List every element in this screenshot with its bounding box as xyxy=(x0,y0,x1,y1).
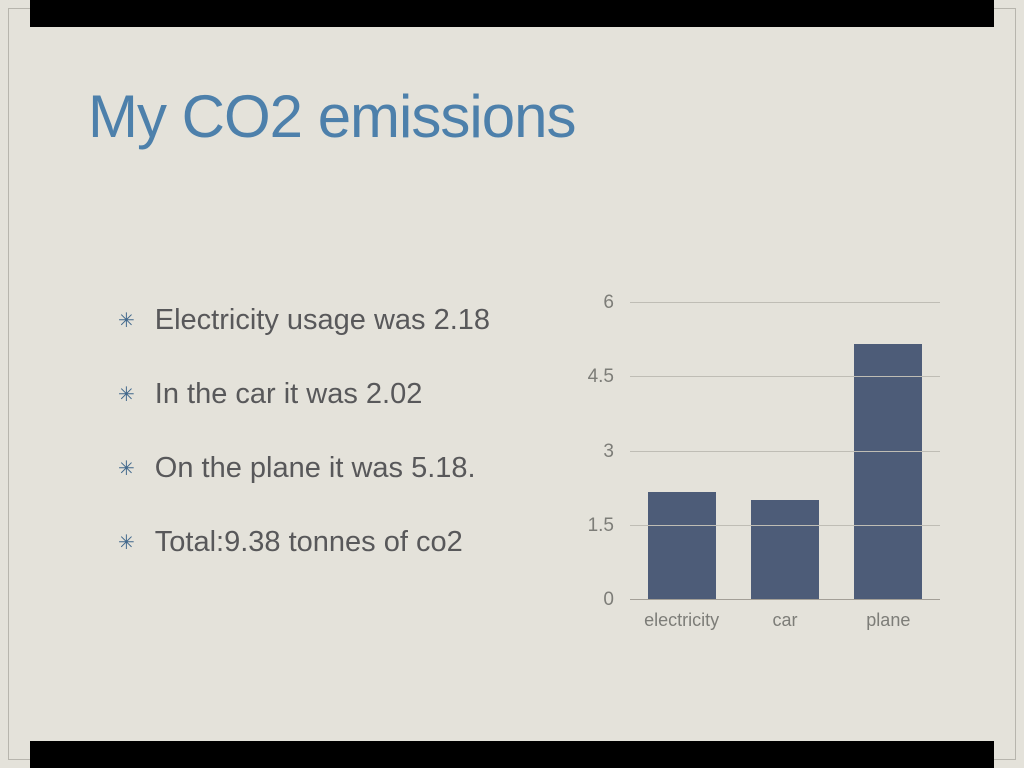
bullet-text: Total:9.38 tonnes of co2 xyxy=(154,526,463,558)
gridline xyxy=(630,376,940,378)
x-axis-category-label: car xyxy=(772,610,798,630)
gridline xyxy=(630,524,940,526)
y-axis-tick-label: 6 xyxy=(603,292,614,313)
bullet-star-icon: ✳ xyxy=(118,532,135,554)
top-black-bar xyxy=(30,0,994,27)
y-axis-tick-label: 3 xyxy=(603,440,614,462)
bullet-star-icon: ✳ xyxy=(118,458,135,480)
y-axis-tick-label: 4.5 xyxy=(587,366,614,388)
slide-title: My CO2 emissions xyxy=(88,83,576,150)
y-axis-tick-label: 1.5 xyxy=(587,514,614,536)
bullet-text: Electricity usage was 2.18 xyxy=(154,304,491,336)
bullet-star-icon: ✳ xyxy=(118,384,135,406)
bar-car xyxy=(750,500,819,600)
gridline xyxy=(630,450,940,452)
x-axis-line xyxy=(630,599,940,600)
bullet-list: ✳ Electricity usage was 2.18 ✳ In the car i… xyxy=(118,304,490,600)
chart-bars xyxy=(630,303,940,600)
bullet-item: ✳ Electricity usage was 2.18 xyxy=(118,304,490,337)
bar-plane xyxy=(854,343,923,600)
x-axis-category-label: electricity xyxy=(644,610,720,630)
bullet-item: ✳ In the car it was 2.02 xyxy=(118,378,490,411)
chart-category-labels: electricity car plane xyxy=(630,610,940,631)
bar-electricity xyxy=(647,492,716,600)
bullet-item: ✳ On the plane it was 5.18. xyxy=(118,452,490,485)
x-axis-category-label: plane xyxy=(866,610,911,630)
bullet-text: In the car it was 2.02 xyxy=(154,378,423,410)
gridline xyxy=(630,302,940,303)
bullet-item: ✳ Total:9.38 tonnes of co2 xyxy=(118,526,490,559)
bottom-black-bar xyxy=(30,741,994,768)
bullet-text: On the plane it was 5.18. xyxy=(154,452,476,484)
chart-plot: electricity car plane 0 1.5 3 4.5 6 xyxy=(588,292,940,630)
y-axis-tick-label: 0 xyxy=(603,589,614,610)
bullet-star-icon: ✳ xyxy=(118,310,135,332)
